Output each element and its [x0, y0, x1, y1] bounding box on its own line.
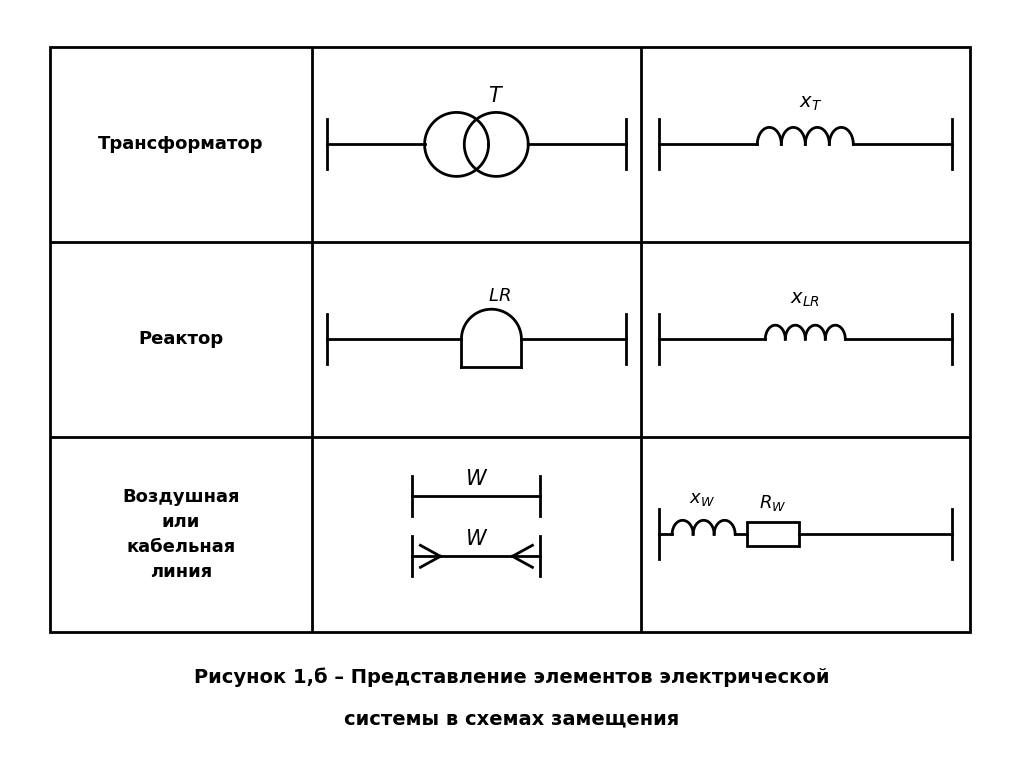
Text: $LR$: $LR$ [487, 287, 510, 305]
Text: $W$: $W$ [465, 469, 488, 489]
Text: Трансформатор: Трансформатор [98, 136, 264, 153]
Text: $W$: $W$ [465, 529, 488, 549]
Text: $x_T$: $x_T$ [799, 94, 822, 114]
Text: $x_{LR}$: $x_{LR}$ [791, 290, 820, 309]
Text: Рисунок 1,б – Представление элементов электрической: Рисунок 1,б – Представление элементов эл… [195, 667, 829, 686]
Text: Воздушная
или
кабельная
линия: Воздушная или кабельная линия [122, 488, 240, 581]
Text: системы в схемах замещения: системы в схемах замещения [344, 709, 680, 729]
Text: Реактор: Реактор [138, 331, 223, 348]
Text: $R_W$: $R_W$ [760, 493, 786, 513]
Text: $T$: $T$ [488, 87, 505, 107]
Bar [748, 522, 799, 546]
Text: $x_W$: $x_W$ [689, 490, 715, 509]
